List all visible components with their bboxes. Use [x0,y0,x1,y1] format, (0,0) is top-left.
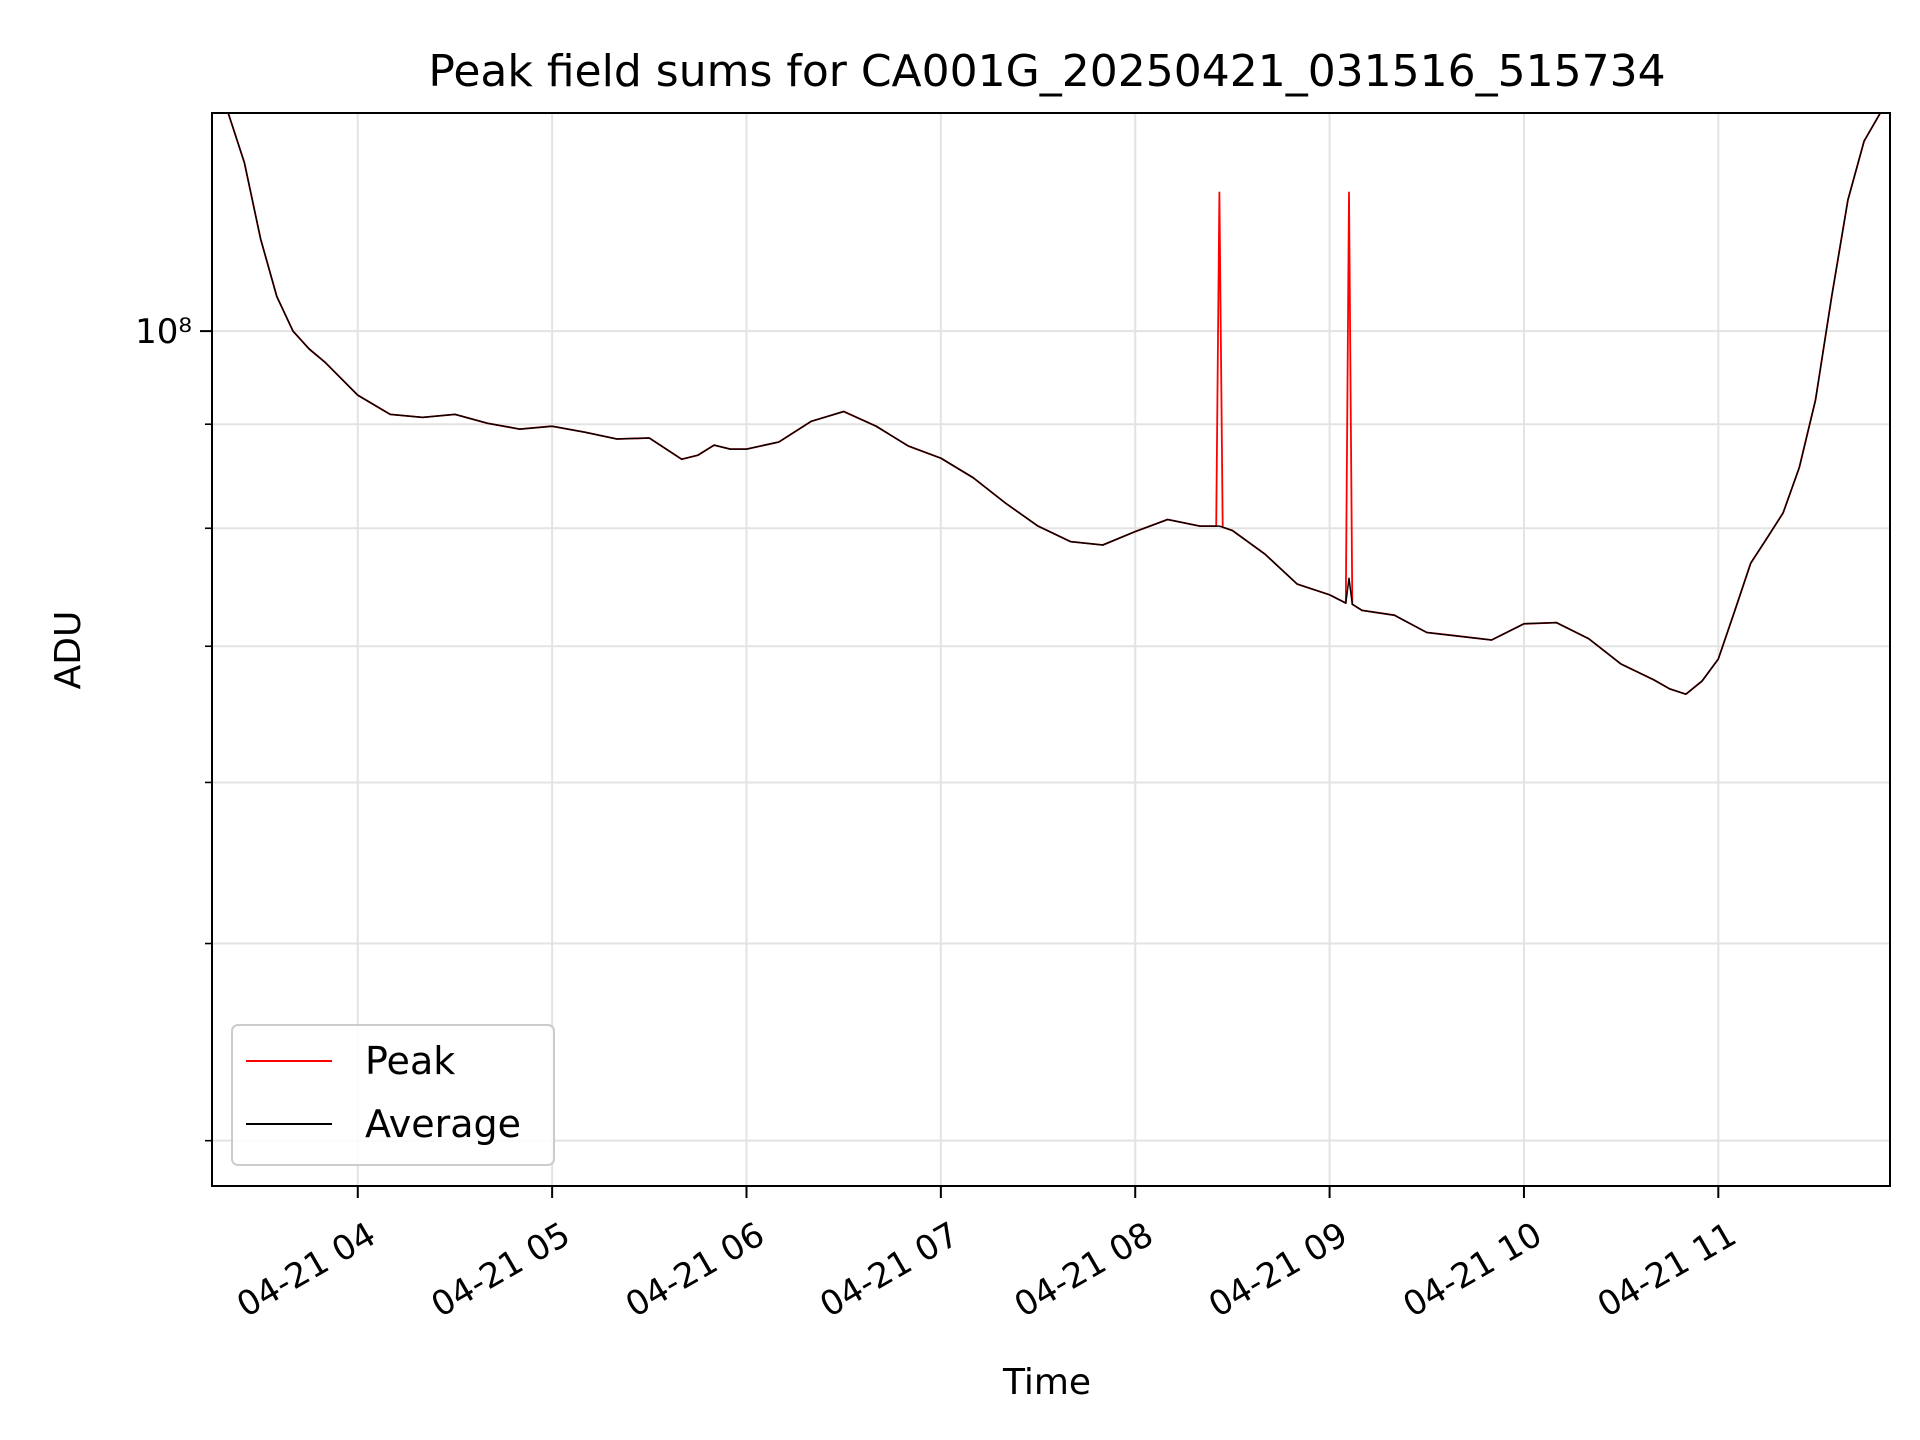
chart-title: Peak field sums for CA001G_20250421_0315… [428,46,1665,97]
grid-lines [212,113,1890,1186]
plot-series [212,113,1890,696]
legend: Peak Average [231,1024,555,1166]
legend-label-average: Average [365,1102,521,1146]
legend-label-peak: Peak [365,1039,455,1083]
series-line-average [212,113,1890,695]
y-axis-label: ADU [48,611,89,690]
x-axis-label: Time [1002,1362,1091,1403]
y-tick-label: 10⁸ [135,312,192,352]
plot-frame [211,112,1891,1187]
